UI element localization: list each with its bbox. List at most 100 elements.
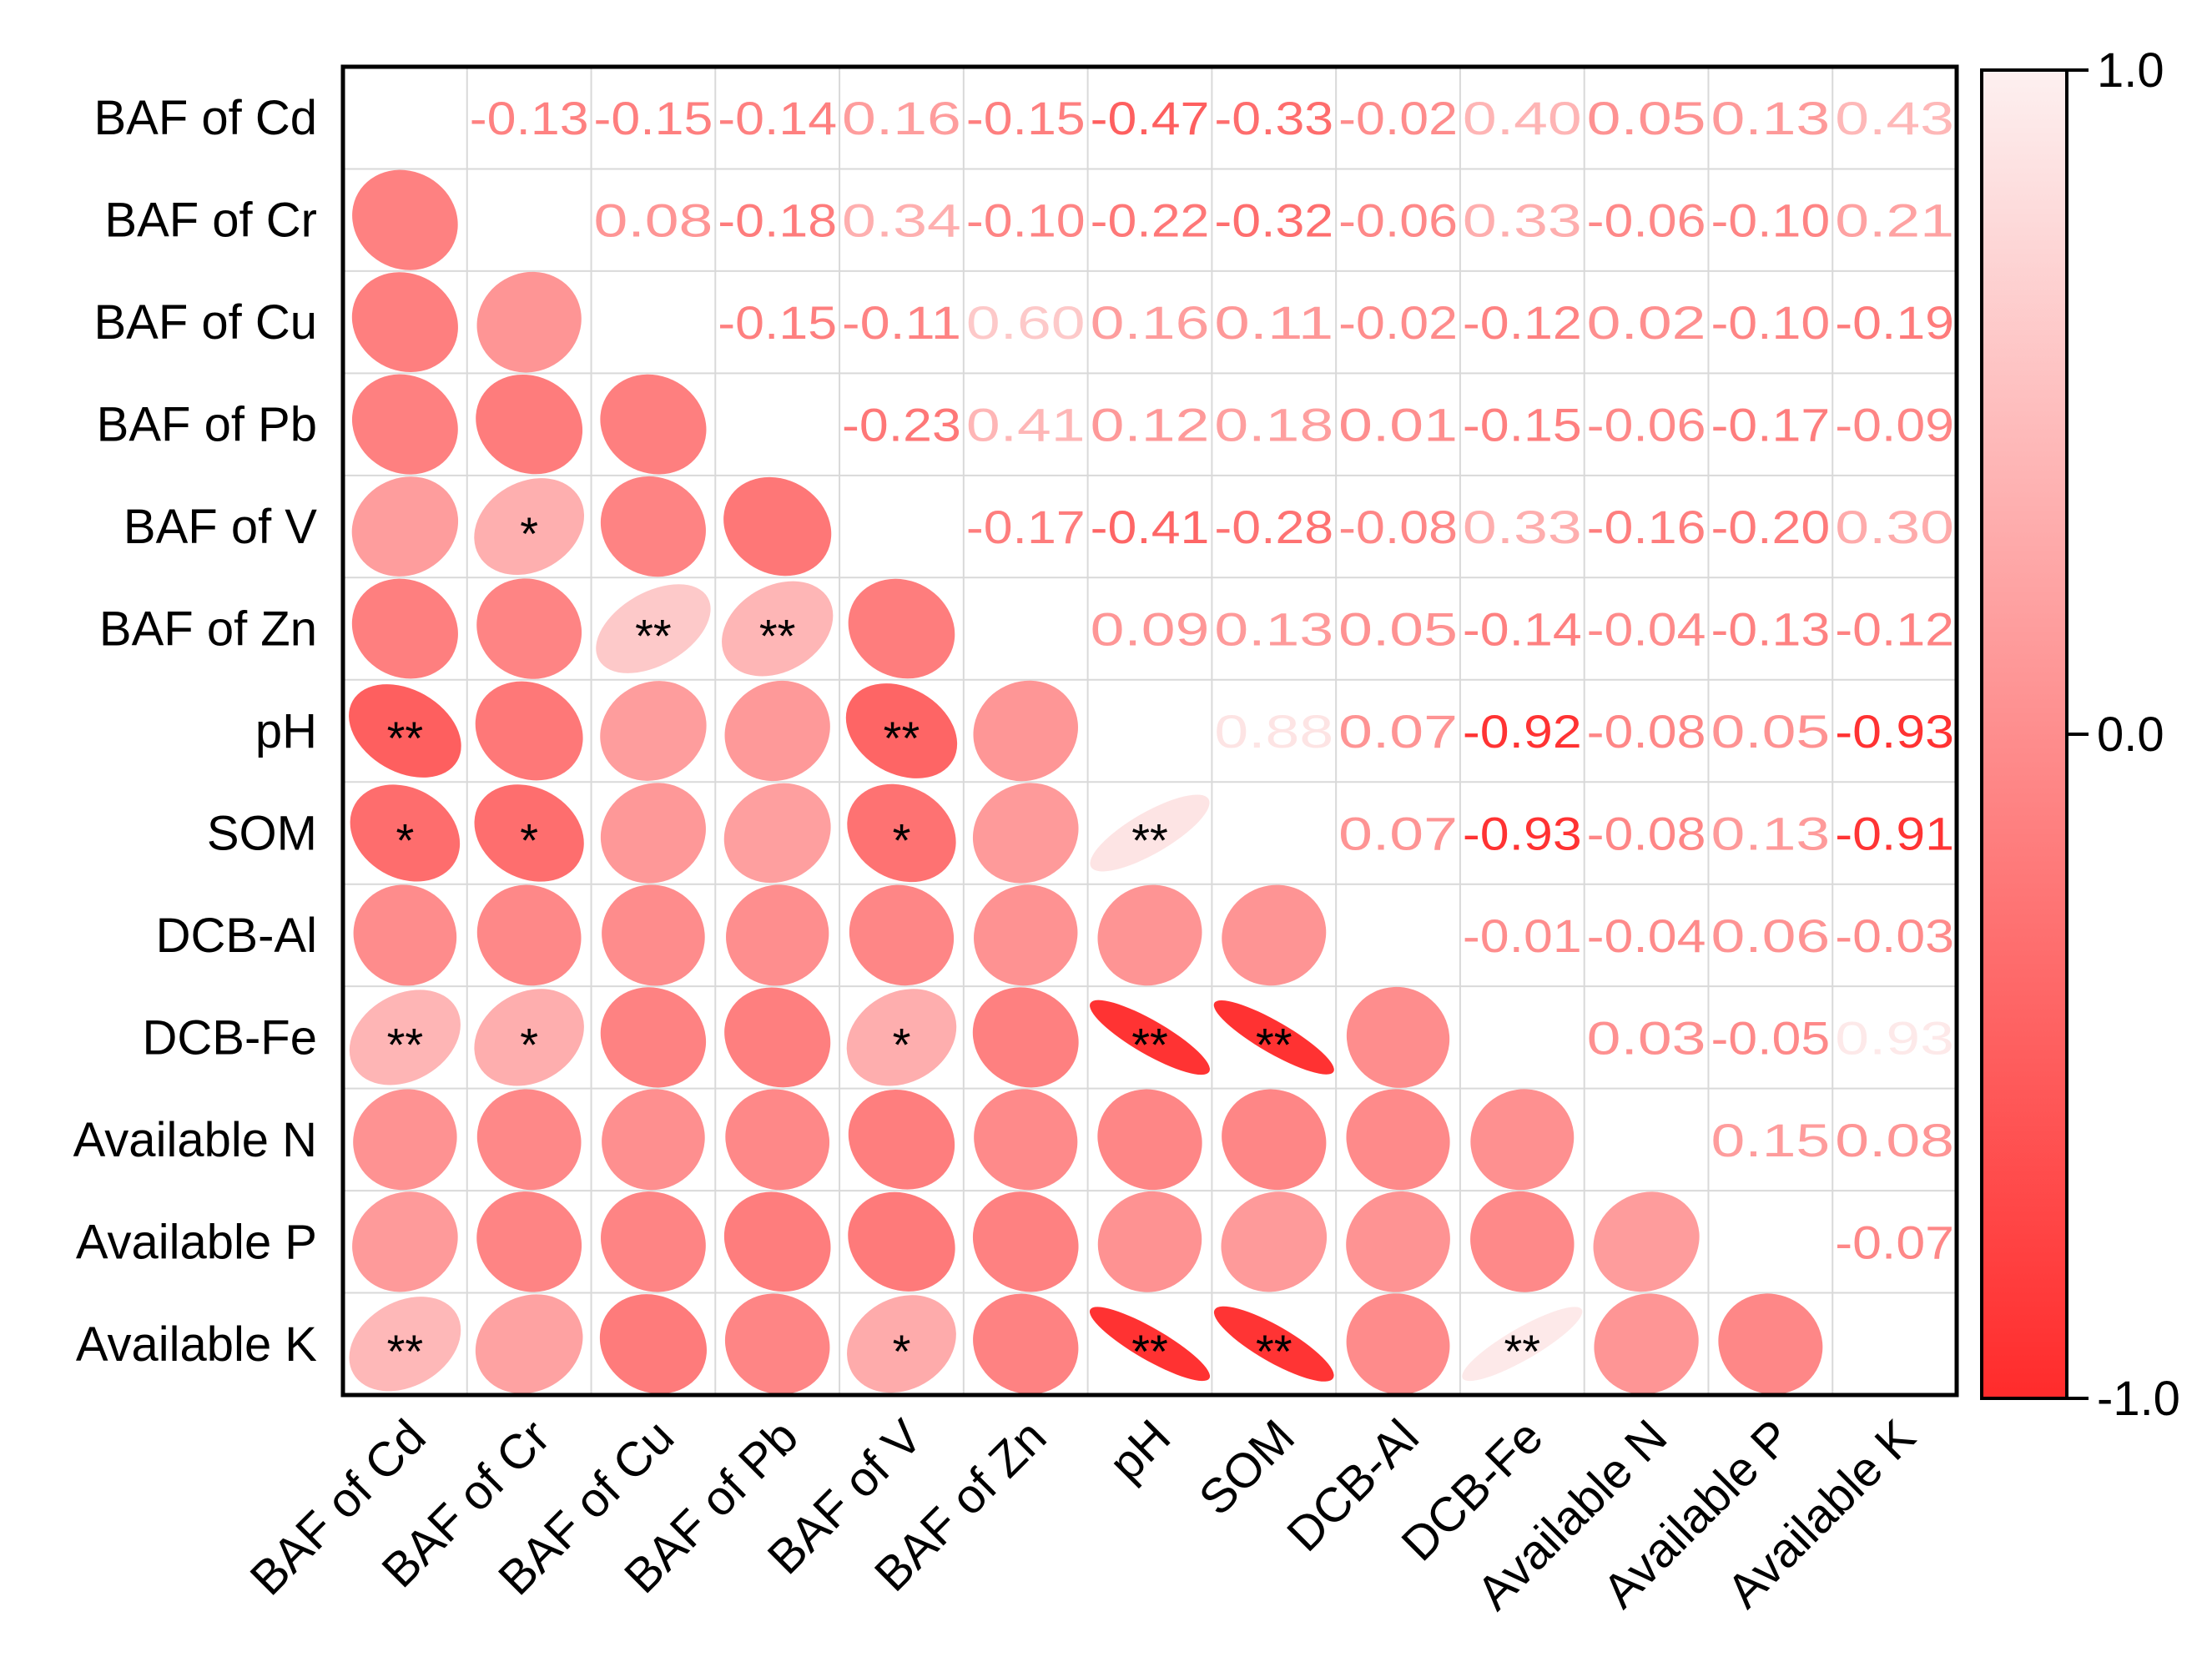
correlation-ellipse xyxy=(1346,1191,1450,1292)
correlation-ellipse xyxy=(349,1297,461,1392)
correlation-value-label: 0.16 xyxy=(1091,296,1210,349)
correlation-value-label: 0.43 xyxy=(1835,92,1954,144)
y-tick-label: DCB-Fe xyxy=(143,1010,317,1065)
y-tick-label: BAF of Cu xyxy=(93,295,317,350)
correlation-value-label: -0.10 xyxy=(1711,296,1830,349)
correlation-ellipse xyxy=(1097,884,1202,986)
correlation-ellipse xyxy=(349,990,461,1085)
correlation-ellipse xyxy=(1346,1293,1450,1395)
significance-marker: ** xyxy=(1256,1325,1292,1377)
correlation-ellipse xyxy=(476,1089,582,1191)
correlation-value-label: -0.92 xyxy=(1463,705,1582,758)
correlation-ellipse xyxy=(351,476,459,577)
correlation-ellipse xyxy=(476,1191,582,1292)
correlation-ellipse xyxy=(351,272,458,373)
colorbar-tick-label: -1.0 xyxy=(2097,1372,2180,1426)
correlation-ellipse xyxy=(846,989,957,1086)
correlation-ellipse xyxy=(1718,1293,1823,1395)
correlation-value-label: 0.05 xyxy=(1338,603,1458,656)
correlation-value-label: -0.12 xyxy=(1463,296,1582,349)
correlation-ellipse xyxy=(1090,1000,1210,1075)
y-tick-label: BAF of V xyxy=(123,500,317,554)
correlation-ellipse xyxy=(476,578,582,679)
correlation-ellipse xyxy=(847,1295,956,1393)
correlation-value-label: 0.15 xyxy=(1711,1114,1830,1166)
correlation-ellipse xyxy=(1346,986,1450,1088)
significance-marker: * xyxy=(520,813,538,866)
significance-marker: ** xyxy=(1256,1018,1292,1070)
colorbar-tick-label: 1.0 xyxy=(2097,43,2164,98)
correlation-value-label: 0.60 xyxy=(966,296,1086,349)
y-tick-label: pH xyxy=(255,704,317,758)
correlation-value-label: -0.15 xyxy=(594,92,713,144)
correlation-value-label: -0.07 xyxy=(1835,1216,1954,1268)
correlation-ellipse xyxy=(724,1293,830,1395)
correlation-value-label: -0.15 xyxy=(966,92,1086,144)
correlation-value-label: -0.14 xyxy=(718,92,837,144)
correlation-value-label: 0.93 xyxy=(1835,1011,1954,1064)
correlation-ellipse xyxy=(848,1090,955,1190)
x-tick-label: pH xyxy=(1099,1409,1181,1491)
correlation-value-label: 0.11 xyxy=(1214,296,1333,349)
correlation-ellipse xyxy=(974,884,1078,986)
correlation-ellipse xyxy=(1222,1089,1327,1191)
correlation-value-label: -0.14 xyxy=(1463,603,1582,656)
correlation-value-label: -0.33 xyxy=(1214,92,1333,144)
correlation-ellipse xyxy=(353,1089,457,1191)
correlation-value-label: 0.13 xyxy=(1711,807,1830,859)
y-tick-label: Available K xyxy=(76,1317,317,1372)
correlation-value-label: -0.17 xyxy=(966,501,1086,553)
correlation-ellipse xyxy=(475,681,583,781)
correlation-ellipse xyxy=(849,884,955,986)
correlation-ellipse xyxy=(476,884,582,986)
correlation-ellipse xyxy=(847,783,956,883)
correlation-value-label: -0.17 xyxy=(1711,399,1830,451)
significance-marker: * xyxy=(520,1018,538,1070)
y-tick-label: SOM xyxy=(207,806,317,860)
correlation-ellipse xyxy=(475,1294,583,1394)
correlation-ellipse xyxy=(350,784,461,882)
y-tick-label: BAF of Cr xyxy=(104,194,317,248)
correlation-value-label: -0.01 xyxy=(1463,909,1582,962)
correlation-ellipse xyxy=(351,374,458,475)
correlation-ellipse xyxy=(974,1089,1078,1191)
correlation-ellipse xyxy=(599,1294,707,1394)
correlation-ellipse xyxy=(1097,1089,1202,1191)
significance-marker: ** xyxy=(387,1018,424,1070)
correlation-value-label: 0.33 xyxy=(1463,501,1582,553)
correlation-ellipse xyxy=(723,1191,831,1292)
y-tick-label: Available P xyxy=(76,1215,317,1269)
correlation-ellipse xyxy=(1470,1191,1575,1292)
correlation-ellipse xyxy=(1089,1307,1211,1382)
correlation-value-label: 0.06 xyxy=(1711,909,1830,962)
correlation-ellipse xyxy=(726,884,829,986)
significance-marker: * xyxy=(396,813,414,866)
correlation-ellipse xyxy=(476,374,583,475)
correlation-ellipse xyxy=(474,478,585,576)
correlation-value-label: -0.04 xyxy=(1587,909,1706,962)
correlation-ellipse xyxy=(722,581,834,677)
correlation-value-label: -0.09 xyxy=(1835,399,1954,451)
correlation-value-label: -0.15 xyxy=(1463,399,1582,451)
significance-marker: ** xyxy=(884,712,920,764)
correlation-ellipse xyxy=(1470,1089,1575,1191)
correlation-value-label: 0.08 xyxy=(1835,1114,1954,1166)
correlation-value-label: -0.22 xyxy=(1091,194,1210,247)
correlation-value-label: -0.19 xyxy=(1835,296,1954,349)
correlation-ellipse xyxy=(1213,1000,1334,1075)
significance-marker: ** xyxy=(1131,1325,1168,1377)
correlation-value-label: 0.33 xyxy=(1463,194,1582,247)
correlation-value-label: -0.08 xyxy=(1587,807,1706,859)
correlation-value-label: -0.18 xyxy=(718,194,837,247)
correlation-value-label: 0.41 xyxy=(966,399,1086,451)
correlation-value-label: -0.91 xyxy=(1835,807,1954,859)
correlation-value-label: -0.06 xyxy=(1587,399,1706,451)
significance-marker: ** xyxy=(1131,813,1168,866)
correlation-ellipse xyxy=(1593,1191,1700,1292)
correlation-value-label: -0.41 xyxy=(1091,501,1210,553)
correlation-value-label: 0.30 xyxy=(1835,501,1954,553)
significance-marker: ** xyxy=(635,610,672,662)
correlation-value-label: -0.93 xyxy=(1463,807,1582,859)
correlation-value-label: -0.16 xyxy=(1587,501,1706,553)
colorbar-tick-label: 0.0 xyxy=(2097,708,2164,762)
